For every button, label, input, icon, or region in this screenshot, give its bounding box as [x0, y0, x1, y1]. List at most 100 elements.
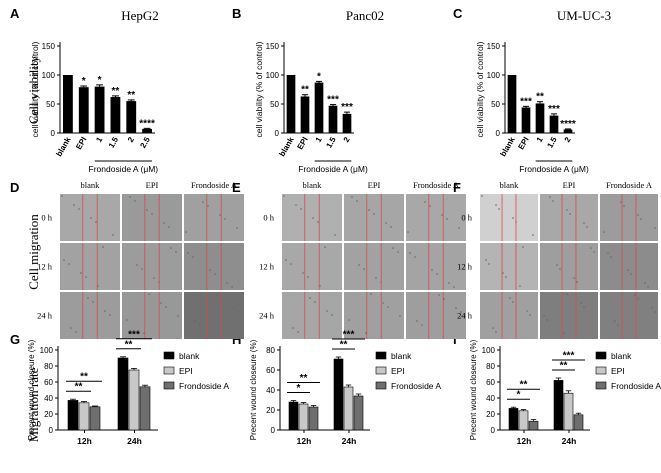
y-tick-label: 20 [266, 406, 275, 415]
cell-speck [370, 293, 372, 295]
cell-speck [326, 310, 328, 312]
comparison-label: ** [300, 373, 308, 384]
bar-1.5 [328, 105, 338, 133]
y-tick-label: 80 [266, 346, 275, 355]
cell-speck [300, 208, 302, 210]
cell-speck [348, 319, 350, 321]
bar-EPI-24h [343, 386, 354, 431]
y-axis-label: cell viability (% of control) [254, 41, 264, 137]
panel-letter-E: E [232, 180, 241, 195]
bar-1 [94, 86, 105, 133]
wound-chart-2: 0 20 40 60 80 100 Precent wound closeure (%) 12… [469, 339, 661, 446]
cell-speck [654, 227, 656, 229]
cell-speck [334, 234, 336, 236]
significance-label: * [82, 76, 86, 87]
micrograph [60, 194, 120, 241]
cell-speck [387, 306, 389, 308]
micrograph [344, 243, 404, 290]
cell-speck [586, 226, 588, 228]
y-tick-label: 100 [487, 71, 501, 80]
cell-speck [61, 195, 63, 197]
y-tick-label: 20 [44, 410, 53, 419]
legend-entry-1: EPI [179, 366, 193, 376]
cell-speck [231, 286, 233, 288]
x-tick-label-2: 2 [563, 135, 573, 144]
cell-speck [637, 214, 639, 216]
micrograph [406, 243, 466, 290]
y-tick-label: 60 [266, 366, 275, 375]
y-tick-label: 100 [266, 71, 280, 80]
x-tick-label-24h: 24h [127, 436, 142, 446]
cell-speck [573, 277, 575, 279]
image-row-label: 12 h [37, 262, 53, 272]
y-tick-label: 20 [486, 410, 495, 419]
cell-speck [593, 251, 595, 253]
panel-letter-C: C [453, 6, 463, 21]
group-label: Frondoside A (μM) [519, 164, 589, 174]
cell-speck [63, 259, 65, 261]
cell-speck [495, 204, 497, 206]
y-tick-label: 0 [275, 129, 280, 138]
legend-swatch-2 [375, 381, 387, 390]
bar-EPI-24h [128, 369, 140, 431]
bar-Frondoside A-24h [139, 386, 151, 431]
cell-speck [297, 331, 299, 333]
cell-speck [414, 256, 416, 258]
cell-speck [460, 311, 462, 313]
cell-speck [292, 327, 294, 329]
cell-line-title-2: UM-UC-3 [557, 8, 611, 23]
panel-letter-D: D [10, 180, 19, 195]
cell-speck [331, 314, 333, 316]
cell-speck [302, 272, 304, 274]
comparison-label: * [297, 383, 301, 394]
image-column-label: EPI [563, 180, 576, 190]
y-tick-label: 150 [266, 42, 280, 51]
significance-label: *** [341, 102, 353, 113]
comparison-label: *** [343, 330, 355, 341]
cell-speck [317, 221, 319, 223]
y-axis-label: Precent wound closeure (%) [27, 339, 36, 440]
legend-entry-0: blank [611, 351, 632, 361]
group-label: Frondoside A (μM) [89, 164, 159, 174]
cell-speck [502, 272, 504, 274]
cell-speck [324, 246, 326, 248]
x-tick-label-blank: blank [498, 135, 517, 158]
cell-speck [526, 310, 528, 312]
legend-entry-2: Frondoside A [611, 381, 661, 391]
image-row-label: 24 h [457, 311, 473, 321]
legend-entry-2: Frondoside A [179, 381, 229, 391]
cell-speck [453, 286, 455, 288]
significance-label: ** [536, 92, 544, 103]
cell-speck [85, 276, 87, 278]
cell-speck [546, 319, 548, 321]
cell-speck [438, 294, 440, 296]
micrograph [184, 194, 244, 241]
legend-swatch-0 [595, 351, 607, 360]
micrograph [60, 292, 120, 339]
significance-label: *** [548, 104, 560, 115]
cell-speck [563, 332, 565, 334]
cell-speck [165, 306, 167, 308]
bar-Frondoside A-12h [89, 406, 101, 431]
micrograph [184, 243, 244, 290]
image-row-label: 0 h [41, 213, 52, 223]
cell-speck [637, 298, 639, 300]
image-column-label: blank [81, 180, 101, 190]
cell-speck [488, 263, 490, 265]
cell-speck [219, 214, 221, 216]
cell-speck [295, 204, 297, 206]
y-tick-label: 0 [49, 426, 54, 435]
cell-speck [556, 264, 558, 266]
x-tick-label-12h: 12h [77, 436, 92, 446]
y-tick-label: 0 [491, 426, 496, 435]
cell-speck [519, 285, 521, 287]
y-axis-label: Precent wound closeure (%) [469, 339, 478, 440]
significance-label: * [317, 71, 321, 82]
cell-speck [654, 311, 656, 313]
x-tick-label-2.5: 2.5 [138, 135, 152, 150]
cell-speck [416, 320, 418, 322]
cell-speck [368, 209, 370, 211]
cell-speck [153, 277, 155, 279]
y-tick-label: 150 [487, 42, 501, 51]
micrograph [60, 243, 120, 290]
